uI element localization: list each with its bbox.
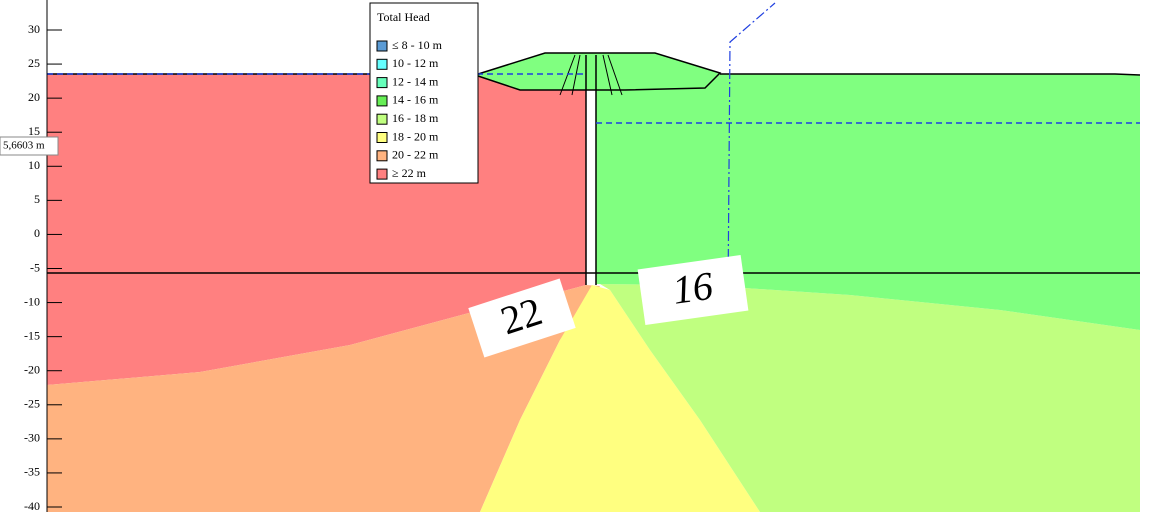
y-tick-label: -30 — [24, 431, 40, 445]
y-tick-label: 15 — [28, 124, 40, 138]
legend-label: 10 - 12 m — [392, 56, 439, 70]
y-tick-label: 10 — [28, 158, 40, 172]
legend-label: ≥ 22 m — [392, 166, 427, 180]
probe-label: 5,6603 m — [3, 140, 45, 152]
y-tick-label: -25 — [24, 397, 40, 411]
legend-swatch — [376, 113, 388, 125]
contour-label: 22 — [468, 278, 576, 358]
legend-swatch — [376, 132, 388, 143]
region-20-22 — [47, 285, 600, 512]
y-tick-label: 20 — [28, 90, 40, 104]
probe-box — [0, 136, 59, 156]
y-tick-label: -20 — [24, 362, 40, 376]
legend-swatch — [376, 77, 388, 89]
probe: 5,6603 m — [0, 136, 59, 156]
y-tick-label: 25 — [28, 56, 40, 70]
legend-label: 12 - 14 m — [392, 74, 439, 88]
pile-cap — [559, 54, 623, 96]
legend-box — [369, 2, 479, 184]
legend-swatch — [376, 168, 388, 180]
contour-label-box — [468, 278, 576, 358]
y-tick-label: 30 — [28, 22, 40, 36]
contour-label: 16 — [637, 255, 749, 325]
region-18-20 — [480, 285, 760, 512]
y-tick-label: -10 — [24, 294, 40, 308]
contour-label-text: 16 — [670, 263, 716, 313]
legend-title: Total Head — [377, 10, 430, 24]
y-ticks: 30 25 20 15 10 5 0 -5 -10 -15 -20 -25 -30 -35 -40 — [24, 22, 62, 512]
dike — [472, 52, 722, 91]
y-tick-label: -35 — [24, 465, 40, 479]
legend-swatch — [376, 95, 388, 107]
y-tick-label: -5 — [30, 260, 40, 274]
legend-label: 18 - 20 m — [392, 129, 439, 143]
y-tick-label: 5 — [34, 192, 40, 206]
legend-swatch — [376, 58, 388, 70]
legend-label: 14 - 16 m — [392, 93, 439, 107]
legend-label: ≤ 8 - 10 m — [392, 38, 443, 52]
contour-label-box — [637, 255, 749, 325]
ground-right — [720, 73, 1141, 76]
legend-swatch — [376, 150, 388, 162]
y-tick-label: -40 — [24, 499, 40, 512]
legend-label: 20 - 22 m — [392, 148, 439, 162]
y-tick-label: -15 — [24, 328, 40, 342]
legend: Total Head ≤ 8 - 10 m 10 - 12 m 12 - 14 m 1… — [369, 2, 479, 184]
legend-label: 16 - 18 m — [392, 111, 439, 125]
region-16-18 — [600, 284, 1140, 512]
y-tick-label: 0 — [34, 226, 40, 240]
sheet-pile — [559, 54, 623, 285]
flow-path — [727, 2, 776, 296]
legend-swatch — [376, 40, 388, 52]
